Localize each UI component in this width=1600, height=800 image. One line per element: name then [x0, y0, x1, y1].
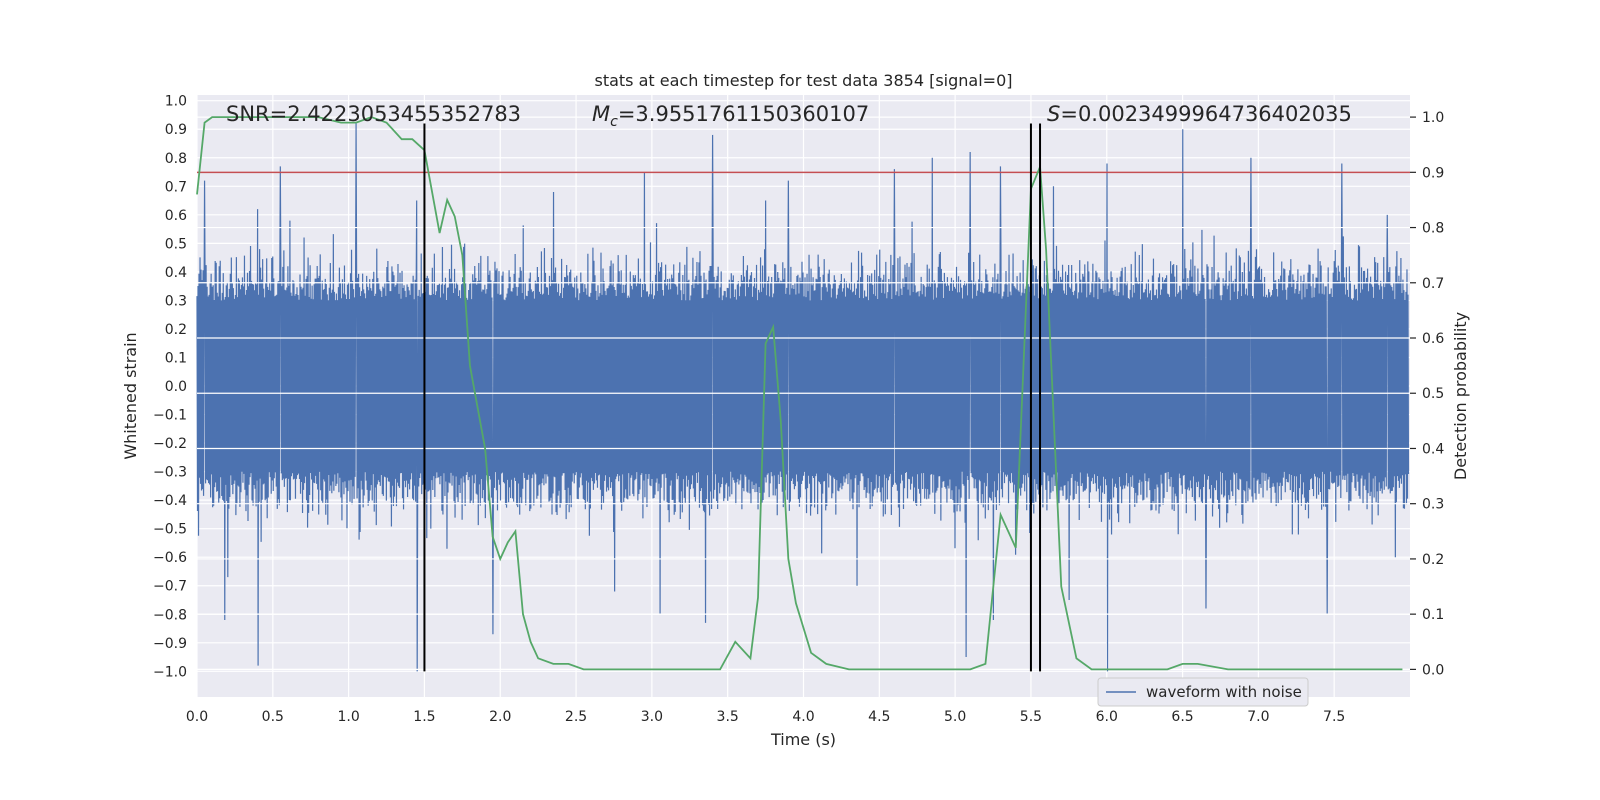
y-tick-14: −0.4: [153, 493, 187, 509]
x-axis-ticks: 0.0 0.5 1.0 1.5 2.0 2.5 3.0 3.5 4.0 4.5 5.0 5.5 6.0 6…: [186, 709, 1345, 725]
x-tick-7: 3.5: [717, 709, 739, 725]
x-tick-11: 5.5: [1020, 709, 1042, 725]
y2-tick-7: 0.3: [1422, 497, 1444, 513]
x-tick-4: 2.0: [489, 709, 511, 725]
y2-axis-ticks: 1.0 0.9 0.8 0.7 0.6 0.5 0.4 0.3 0.2 0.1 0.0: [1410, 110, 1444, 678]
y2-tick-3: 0.7: [1422, 276, 1444, 292]
x-tick-12: 6.0: [1096, 709, 1118, 725]
chart-title: stats at each timestep for test data 385…: [594, 71, 1012, 90]
y-tick-19: −0.9: [153, 636, 187, 652]
probability-line: [196, 116, 1403, 671]
x-axis-label: Time (s): [770, 730, 836, 749]
x-tick-1: 0.5: [262, 709, 284, 725]
y-tick-10: 0.0: [165, 379, 187, 395]
snr-annotation: SNR=2.4223053455352783: [226, 102, 521, 126]
y-axis-label: Whitened strain: [121, 332, 140, 459]
x-tick-2: 1.0: [337, 709, 359, 725]
vertical-markers: [423, 123, 1042, 672]
y-tick-17: −0.7: [153, 579, 187, 595]
x-tick-3: 1.5: [413, 709, 435, 725]
y-tick-6: 0.4: [165, 265, 187, 281]
x-tick-9: 4.5: [868, 709, 890, 725]
chirp-mass-annotation: Mc=3.9551761150360107: [592, 102, 869, 130]
y-tick-12: −0.2: [153, 436, 187, 452]
x-tick-0: 0.0: [186, 709, 208, 725]
legend: waveform with noise: [1097, 677, 1309, 707]
y2-tick-6: 0.4: [1422, 441, 1444, 457]
y-tick-18: −0.8: [153, 607, 187, 623]
x-tick-15: 7.5: [1323, 709, 1345, 725]
legend-box: [1097, 677, 1309, 707]
y-tick-2: 0.8: [165, 151, 187, 167]
y2-tick-10: 0.0: [1422, 662, 1444, 678]
x-tick-10: 5.0: [944, 709, 966, 725]
y-axis-ticks: 1.0 0.9 0.8 0.7 0.6 0.5 0.4 0.3 0.2 0.1 0.0 −0.1 −0.…: [153, 94, 187, 681]
y-tick-0: 1.0: [165, 94, 187, 110]
statistic-annotation: S=0.0023499964736402035: [1047, 102, 1352, 126]
y2-axis-label: Detection probability: [1451, 312, 1470, 480]
y-tick-4: 0.6: [165, 208, 187, 224]
y-tick-15: −0.5: [153, 522, 187, 538]
waveform-series: [196, 123, 1410, 672]
y-tick-11: −0.1: [153, 408, 187, 424]
y-tick-9: 0.1: [165, 350, 187, 366]
y-tick-20: −1.0: [153, 664, 187, 680]
y2-tick-8: 0.2: [1422, 552, 1444, 568]
x-tick-5: 2.5: [565, 709, 587, 725]
y2-tick-5: 0.5: [1422, 386, 1444, 402]
y2-tick-9: 0.1: [1422, 607, 1444, 623]
x-tick-14: 7.0: [1247, 709, 1269, 725]
x-tick-8: 4.0: [792, 709, 814, 725]
s-symbol: S: [1047, 102, 1060, 126]
y-tick-16: −0.6: [153, 550, 187, 566]
y-tick-5: 0.5: [165, 236, 187, 252]
x-tick-6: 3.0: [641, 709, 663, 725]
y2-tick-2: 0.8: [1422, 221, 1444, 237]
y2-tick-4: 0.6: [1422, 331, 1444, 347]
y-tick-1: 0.9: [165, 122, 187, 138]
legend-label-waveform: waveform with noise: [1146, 683, 1302, 701]
right-axis-gridlines: [197, 116, 1410, 670]
y-tick-8: 0.2: [165, 322, 187, 338]
y2-tick-1: 0.9: [1422, 165, 1444, 181]
x-tick-13: 6.5: [1171, 709, 1193, 725]
waveform-line: [196, 123, 1410, 672]
y2-tick-0: 1.0: [1422, 110, 1444, 126]
mc-symbol: M: [592, 102, 610, 126]
s-value: =0.0023499964736402035: [1060, 102, 1352, 126]
y-tick-3: 0.7: [165, 179, 187, 195]
y-tick-7: 0.3: [165, 293, 187, 309]
mc-value: =3.9551761150360107: [618, 102, 869, 126]
y-tick-13: −0.3: [153, 465, 187, 481]
detection-probability-series: [196, 116, 1403, 671]
mc-subscript: c: [610, 114, 618, 130]
